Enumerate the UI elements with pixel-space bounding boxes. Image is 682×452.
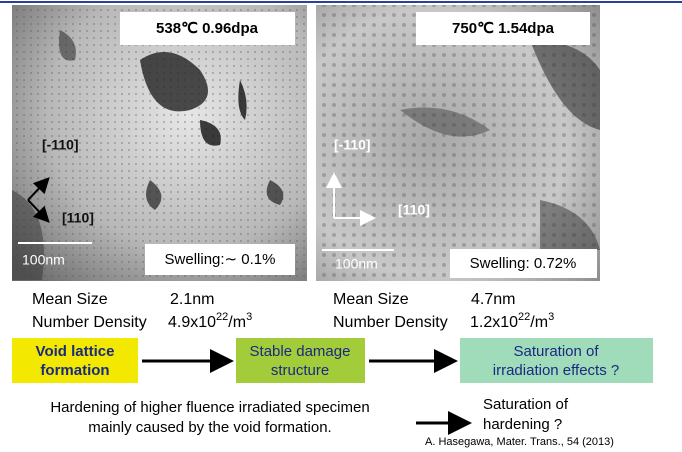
note-text: Hardening of higher fluence irradiated s… <box>50 399 369 416</box>
stat-label: Mean Size <box>333 291 409 308</box>
page: 538℃ 0.96dpa [-110] [110] 100nm Swelling… <box>0 0 682 452</box>
stat-value: 1.2x1022/m3 <box>470 311 554 331</box>
stat-label: Number Density <box>32 314 147 331</box>
slide: 538℃ 0.96dpa [-110] [110] 100nm Swelling… <box>0 0 682 452</box>
condition-label: 750℃ 1.54dpa <box>452 20 555 37</box>
flow-text: Saturation of <box>513 343 599 360</box>
direction-label: [-110] <box>42 137 79 153</box>
direction-label: [110] <box>398 202 430 218</box>
stat-value: 4.9x1022/m3 <box>168 311 252 331</box>
swelling-label: Swelling: 0.72% <box>470 255 577 272</box>
scale-label: 100nm <box>335 256 378 272</box>
result-text: hardening ? <box>483 416 562 433</box>
flow-text: irradiation effects ? <box>493 362 619 379</box>
flow-text: Stable damage <box>250 343 351 360</box>
scale-label: 100nm <box>22 252 65 268</box>
stat-value: 4.7nm <box>471 291 515 308</box>
flow-text: structure <box>271 362 329 379</box>
direction-label: [110] <box>62 210 94 226</box>
flow-text: formation <box>40 362 109 379</box>
swelling-label: Swelling:∼ 0.1% <box>165 251 276 268</box>
flow-text: Void lattice <box>36 343 115 360</box>
note-text: mainly caused by the void formation. <box>88 419 331 436</box>
stat-label: Number Density <box>333 314 448 331</box>
citation: A. Hasegawa, Mater. Trans., 54 (2013) <box>425 436 614 448</box>
stat-label: Mean Size <box>32 291 108 308</box>
condition-label: 538℃ 0.96dpa <box>156 20 259 37</box>
stat-value: 2.1nm <box>170 291 214 308</box>
result-text: Saturation of <box>483 396 569 413</box>
direction-label: [-110] <box>334 137 371 153</box>
